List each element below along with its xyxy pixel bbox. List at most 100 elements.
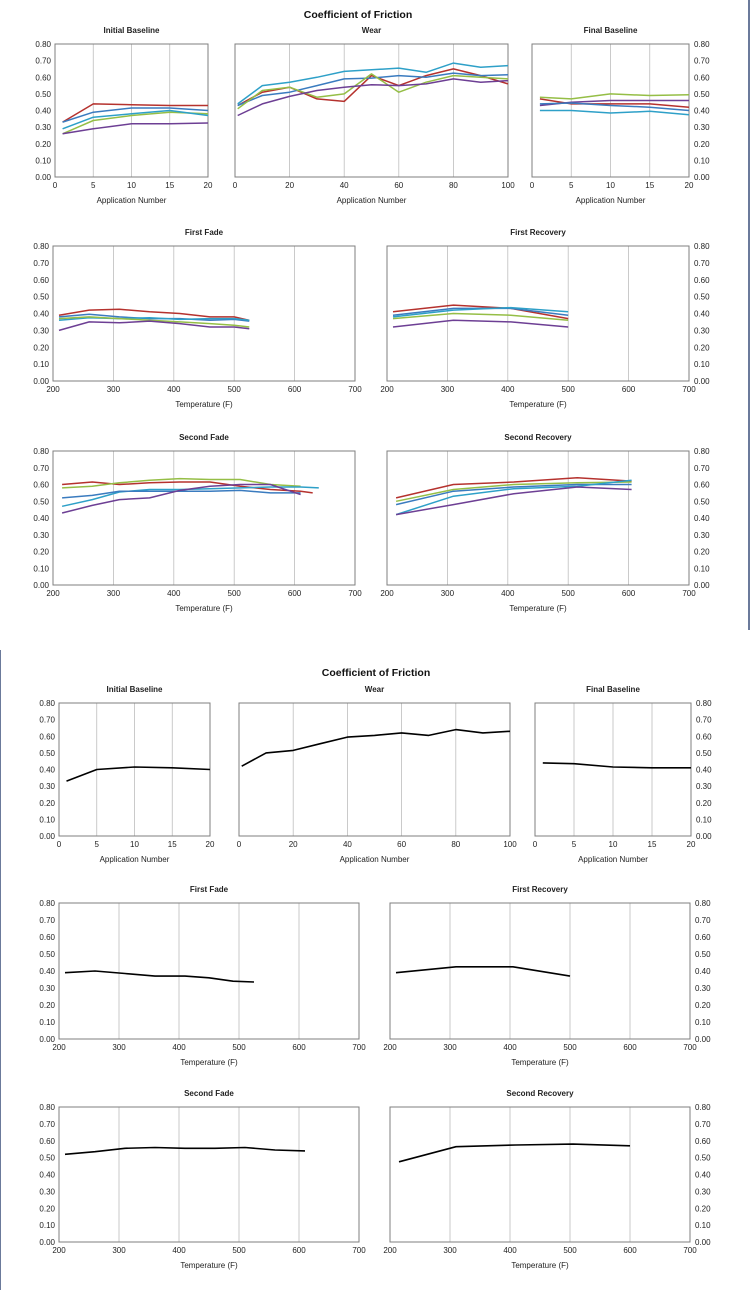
y-tick-label: 0.60 — [39, 1137, 55, 1146]
x-tick-label: 200 — [380, 589, 394, 598]
x-tick-label: 600 — [623, 1043, 637, 1052]
series-line-red — [539, 98, 690, 108]
x-tick-label: 0 — [530, 181, 535, 190]
x-tick-label: 300 — [112, 1043, 126, 1052]
x-tick-label: 60 — [394, 181, 403, 190]
y-tick-label-right: 0.10 — [695, 1221, 711, 1230]
x-tick-label: 20 — [289, 840, 298, 849]
y-tick-label-right: 0.10 — [694, 360, 710, 369]
chart-panel: Wear 0 20 40 60 80 100 Application Number — [233, 26, 515, 205]
plot-frame — [234, 43, 509, 178]
series-line-teal — [62, 109, 209, 130]
series-line-green — [395, 481, 632, 503]
y-tick-label-right: 0.20 — [694, 343, 710, 352]
chart-panel: Initial Baseline 0 5 10 15 20 0.00 0.10 0.20 0.30… — [39, 685, 215, 864]
series-line-blue — [62, 489, 301, 499]
x-tick-label: 10 — [127, 181, 136, 190]
x-tick-label: 600 — [292, 1043, 306, 1052]
chart-panel: Initial Baseline 0 5 10 15 20 0.00 0.10 0.20 0.30… — [35, 26, 213, 205]
x-tick-label: 200 — [46, 589, 60, 598]
chart-panel: First Fade 200 300 400 500 600 700 0.00 0.10 0.20… — [39, 885, 366, 1067]
x-tick-label: 0 — [233, 181, 238, 190]
x-tick-label: 600 — [292, 1246, 306, 1255]
plot-frame — [386, 450, 690, 586]
chart-title: Wear — [362, 26, 381, 35]
y-tick-label: 0.00 — [35, 173, 51, 182]
chart-title: Second Recovery — [504, 433, 572, 442]
series-line-purple — [237, 78, 509, 117]
x-tick-label: 500 — [562, 589, 576, 598]
y-tick-label: 0.40 — [35, 107, 51, 116]
y-tick-label: 0.80 — [39, 899, 55, 908]
y-tick-label: 0.00 — [39, 1238, 55, 1247]
x-tick-label: 20 — [204, 181, 213, 190]
y-tick-label-right: 0.80 — [695, 1103, 711, 1112]
x-tick-label: 400 — [503, 1246, 517, 1255]
x-axis-label: Temperature (F) — [175, 604, 233, 613]
y-tick-label: 0.80 — [33, 242, 49, 251]
x-tick-label: 500 — [562, 385, 576, 394]
y-tick-label: 0.60 — [39, 933, 55, 942]
y-tick-label-right: 0.10 — [696, 815, 712, 824]
figure-title-top: Coefficient of Friction — [304, 9, 413, 21]
y-tick-label-right: 0.70 — [695, 1120, 711, 1129]
y-tick-label-right: 0.20 — [695, 1001, 711, 1010]
series-line-average — [241, 728, 511, 767]
y-tick-label: 0.70 — [39, 916, 55, 925]
chart-title: Final Baseline — [586, 685, 640, 694]
series-line-red — [395, 477, 632, 499]
x-tick-label: 0 — [533, 840, 538, 849]
y-tick-label-right: 0.60 — [696, 732, 712, 741]
y-tick-label: 0.40 — [39, 766, 55, 775]
y-tick-label: 0.40 — [39, 1171, 55, 1180]
x-axis-label: Temperature (F) — [175, 400, 233, 409]
x-tick-label: 300 — [441, 589, 455, 598]
plot-frame — [386, 245, 690, 382]
y-tick-label-right: 0.10 — [694, 156, 710, 165]
y-tick-label: 0.20 — [33, 548, 49, 557]
y-tick-label: 0.80 — [33, 447, 49, 456]
chart-panel: Wear 0 20 40 60 80 100 Application Number — [237, 685, 517, 864]
y-tick-label-right: 0.00 — [694, 581, 710, 590]
chart-title: First Fade — [190, 885, 229, 894]
x-tick-label: 40 — [340, 181, 349, 190]
series-line-green — [237, 73, 509, 110]
y-tick-label-right: 0.40 — [695, 1171, 711, 1180]
plots-layer: Initial Baseline 0 5 10 15 20 0.00 0.10 0.20 0.30… — [33, 26, 712, 1270]
y-tick-label-right: 0.10 — [694, 564, 710, 573]
y-tick-label-right: 0.00 — [696, 832, 712, 841]
x-axis-label: Application Number — [576, 196, 646, 205]
series-line-red — [392, 304, 569, 320]
y-tick-label-right: 0.30 — [695, 1187, 711, 1196]
x-tick-label: 15 — [165, 181, 174, 190]
y-tick-label: 0.70 — [33, 259, 49, 268]
y-tick-label: 0.70 — [35, 57, 51, 66]
y-tick-label: 0.20 — [33, 343, 49, 352]
y-tick-label-right: 0.00 — [694, 173, 710, 182]
x-tick-label: 15 — [648, 840, 657, 849]
series-line-purple — [61, 483, 301, 514]
x-tick-label: 5 — [569, 181, 574, 190]
x-tick-label: 10 — [609, 840, 618, 849]
y-tick-label-right: 0.00 — [695, 1238, 711, 1247]
y-tick-label: 0.00 — [39, 1035, 55, 1044]
y-tick-label-right: 0.40 — [694, 514, 710, 523]
series-line-red — [62, 103, 208, 123]
y-tick-label-right: 0.80 — [694, 242, 710, 251]
y-tick-label: 0.20 — [35, 140, 51, 149]
x-tick-label: 500 — [563, 1043, 577, 1052]
x-tick-label: 700 — [352, 1246, 366, 1255]
series-line-teal — [61, 486, 319, 508]
y-tick-label: 0.20 — [39, 799, 55, 808]
y-tick-label: 0.20 — [39, 1001, 55, 1010]
y-tick-label-right: 0.60 — [694, 276, 710, 285]
plot-frame — [534, 702, 692, 837]
chart-title: Initial Baseline — [103, 26, 160, 35]
y-tick-label: 0.80 — [35, 40, 51, 49]
y-tick-label-right: 0.80 — [694, 447, 710, 456]
series-line-average — [398, 1143, 631, 1163]
x-tick-label: 100 — [501, 181, 515, 190]
x-tick-label: 60 — [397, 840, 406, 849]
